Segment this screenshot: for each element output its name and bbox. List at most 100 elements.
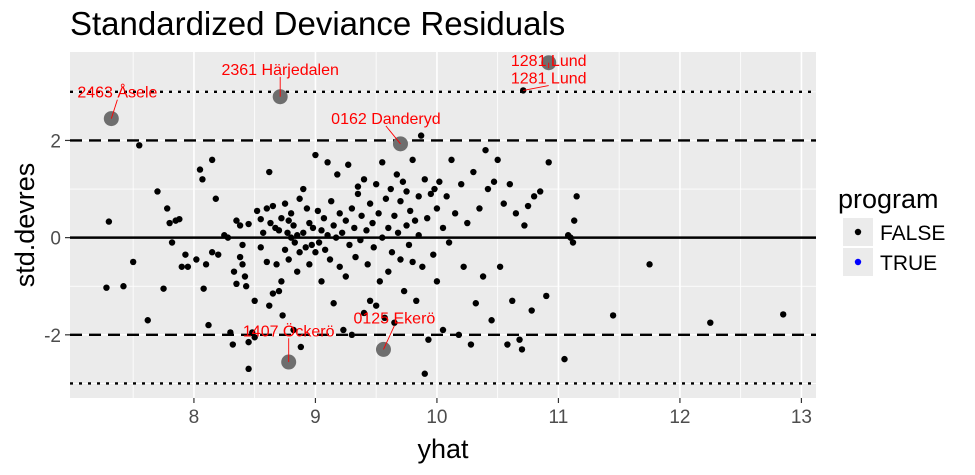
x-tick-label: 9 <box>310 407 321 428</box>
data-point <box>315 239 323 246</box>
data-point <box>236 253 244 261</box>
data-point <box>294 268 301 275</box>
data-point <box>296 249 303 256</box>
data-point <box>275 287 283 295</box>
data-point <box>397 197 404 205</box>
data-point <box>411 217 419 224</box>
data-point <box>464 219 471 227</box>
legend-label-false: FALSE <box>880 222 945 245</box>
data-point <box>136 142 143 149</box>
data-point <box>345 161 352 168</box>
data-point <box>439 326 447 334</box>
x-axis: 8 9 10 11 12 13 <box>189 398 812 428</box>
data-point <box>369 219 376 227</box>
data-point <box>336 263 343 270</box>
data-point <box>436 178 443 185</box>
data-point <box>348 331 356 339</box>
data-point <box>202 261 210 268</box>
data-point <box>543 292 550 300</box>
data-point <box>528 307 535 314</box>
legend-label-true: TRUE <box>880 252 937 275</box>
data-point <box>427 190 435 198</box>
data-point <box>571 217 578 224</box>
data-point <box>236 222 244 229</box>
y-axis: -2 0 2 <box>44 131 70 347</box>
data-point <box>290 222 297 229</box>
data-point <box>354 190 362 198</box>
data-point <box>303 205 311 212</box>
data-point <box>519 87 527 94</box>
data-point <box>249 329 256 336</box>
data-point <box>193 256 200 263</box>
legend: program FALSE TRUE <box>838 184 945 276</box>
data-point <box>321 246 329 253</box>
data-point <box>419 263 426 270</box>
data-point <box>163 205 171 212</box>
data-point <box>300 185 307 193</box>
data-point <box>352 253 359 261</box>
data-point <box>239 261 246 268</box>
data-point <box>208 156 216 164</box>
data-point <box>279 312 286 319</box>
data-point <box>184 263 192 270</box>
data-point <box>530 193 538 200</box>
data-point <box>103 284 110 291</box>
legend-marker-false <box>854 228 862 236</box>
data-point <box>263 258 271 266</box>
data-point <box>357 236 364 244</box>
data-point <box>257 215 264 223</box>
data-point <box>306 261 313 268</box>
data-point <box>379 159 386 166</box>
data-point <box>479 273 487 280</box>
y-tick-label: 0 <box>50 229 61 250</box>
data-point <box>245 220 252 228</box>
data-point <box>318 227 325 234</box>
data-point <box>433 205 441 212</box>
data-point <box>154 188 161 195</box>
data-point <box>391 319 398 326</box>
data-point <box>569 239 577 246</box>
data-point <box>382 195 390 202</box>
data-point <box>381 314 388 322</box>
data-point <box>346 241 353 249</box>
y-tick-label: 2 <box>50 131 61 152</box>
data-point <box>308 241 315 249</box>
data-point <box>536 188 544 195</box>
data-point <box>291 239 298 246</box>
data-point <box>351 224 358 232</box>
data-point <box>340 326 347 334</box>
data-point <box>245 365 252 373</box>
data-point <box>707 319 714 326</box>
data-point <box>399 178 407 185</box>
data-point <box>376 278 384 285</box>
data-point <box>229 341 237 348</box>
data-point <box>476 205 483 212</box>
data-point <box>509 297 516 305</box>
data-point <box>500 200 507 207</box>
data-point <box>285 256 292 263</box>
data-point <box>312 249 319 256</box>
data-point <box>242 283 250 290</box>
data-point <box>445 239 453 246</box>
annotation-leader <box>385 125 401 145</box>
data-point <box>296 195 303 202</box>
data-point <box>521 222 528 229</box>
data-point <box>372 180 380 188</box>
data-point <box>417 132 425 139</box>
data-point <box>400 287 408 295</box>
data-point <box>561 355 568 363</box>
data-point <box>160 285 167 292</box>
data-point <box>266 302 273 309</box>
data-point <box>334 171 341 178</box>
data-point <box>239 241 246 249</box>
data-point <box>524 202 532 210</box>
annotation-label: 1281 Lund <box>511 53 587 70</box>
data-point <box>472 300 480 307</box>
annotation-leader <box>383 325 395 350</box>
data-point <box>259 229 267 236</box>
annotation-label: 0125 Ekerö <box>353 311 435 328</box>
data-point <box>105 218 113 225</box>
data-point <box>470 168 477 176</box>
data-point <box>366 297 374 305</box>
